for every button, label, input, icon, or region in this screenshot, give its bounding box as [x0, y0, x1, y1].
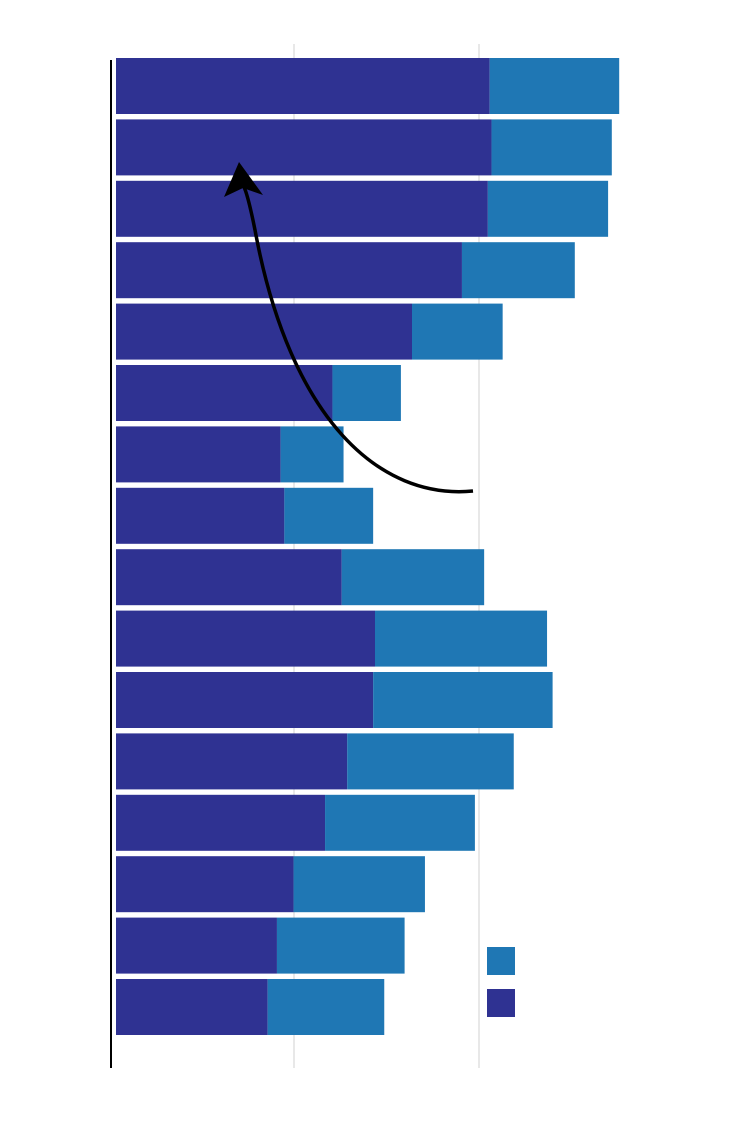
bar-row-9-series-1 [116, 549, 342, 606]
bar-row-3-series-1 [116, 180, 488, 237]
bar-row-11-series-2 [373, 672, 553, 728]
bar-row-16-series-2 [267, 979, 385, 1035]
bar-row-4-series-2 [461, 242, 575, 299]
bar-row-10-series-2 [375, 610, 548, 667]
bar-row-3-series-2 [487, 180, 609, 237]
bar-row-5-series-1 [116, 303, 412, 360]
bar-row-4-series-1 [116, 242, 462, 299]
bar-row-1-series-1 [116, 58, 490, 114]
bar-row-12-series-2 [347, 733, 514, 790]
bar-row-1-series-2 [489, 58, 620, 114]
bar-row-6-series-1 [116, 365, 333, 421]
bar-row-9-series-2 [341, 549, 485, 606]
bar-row-13-series-2 [325, 794, 475, 851]
annotations [224, 162, 474, 494]
bars [116, 58, 620, 1035]
bar-row-7-series-1 [116, 426, 281, 483]
bar-row-16-series-1 [116, 979, 268, 1035]
bar-row-2-series-1 [116, 119, 492, 176]
legend [487, 947, 515, 1017]
bar-row-12-series-1 [116, 733, 348, 790]
curved-arrow [241, 184, 474, 494]
bar-row-2-series-2 [491, 119, 612, 176]
bar-row-6-series-2 [332, 365, 401, 421]
bar-row-8-series-1 [116, 487, 285, 544]
bar-row-15-series-1 [116, 917, 277, 974]
arrowhead-icon [224, 162, 263, 197]
bar-row-11-series-1 [116, 672, 374, 728]
legend-swatch-1 [487, 947, 515, 975]
legend-swatch-2 [487, 989, 515, 1017]
bar-row-14-series-1 [116, 856, 294, 913]
bar-row-15-series-2 [276, 917, 405, 974]
bar-row-13-series-1 [116, 794, 326, 851]
bar-row-7-series-2 [280, 426, 344, 483]
bar-row-10-series-1 [116, 610, 375, 667]
bar-row-5-series-2 [412, 303, 503, 360]
bar-row-8-series-2 [284, 487, 374, 544]
bar-row-14-series-2 [293, 856, 425, 913]
